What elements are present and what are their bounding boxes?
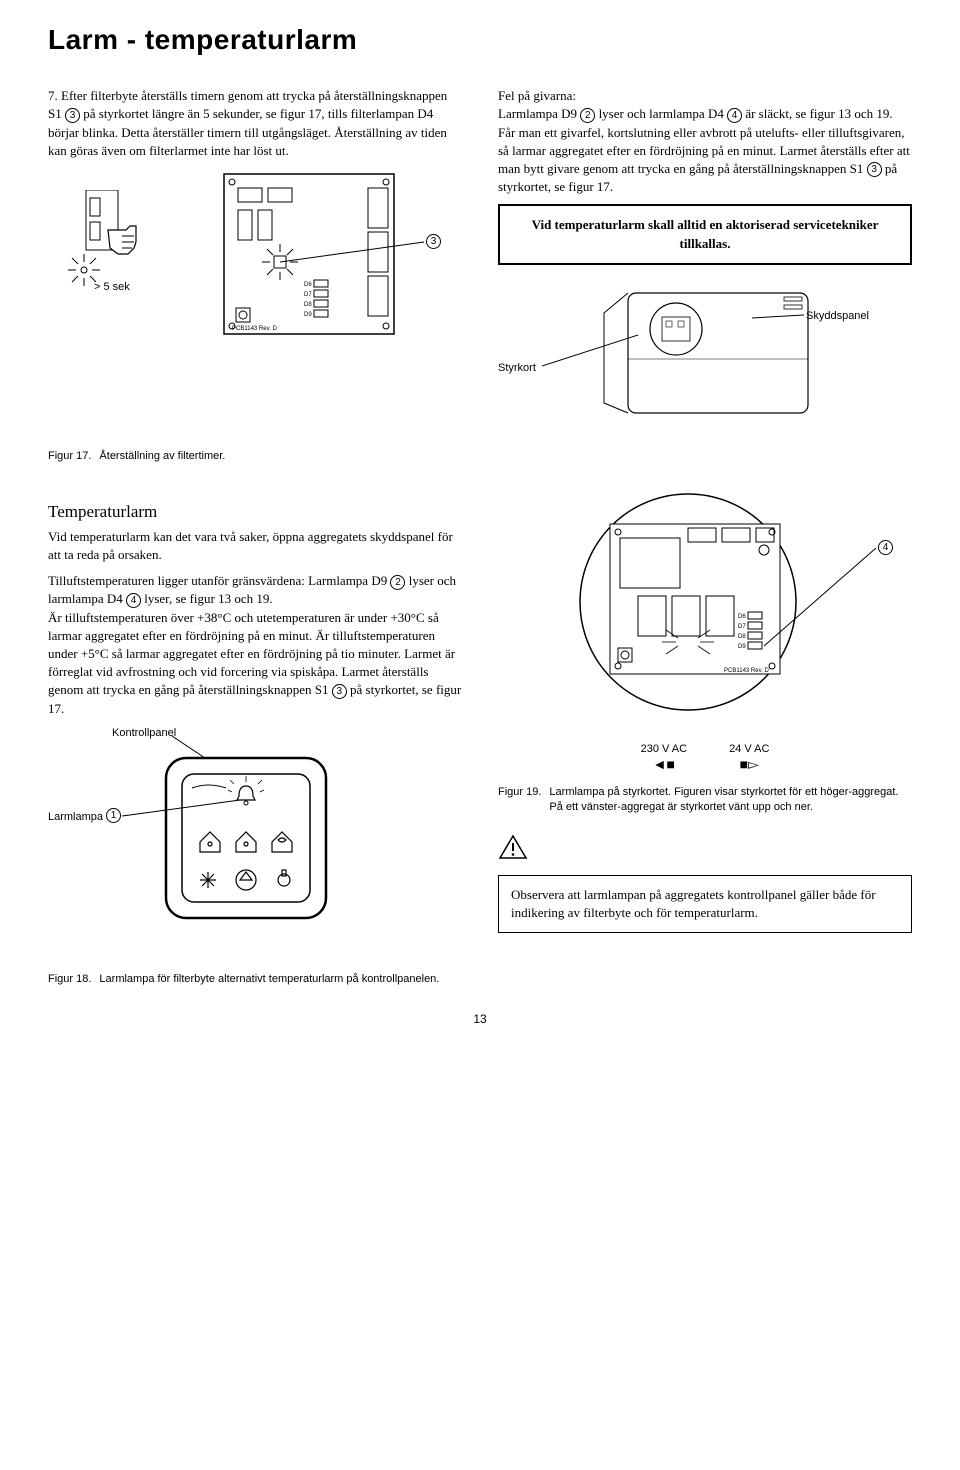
warning-icon [498, 834, 528, 865]
svg-text:PCB1143 Rev. D: PCB1143 Rev. D [232, 326, 277, 332]
ref-4-icon: 4 [126, 593, 141, 608]
svg-text:D8: D8 [304, 302, 312, 308]
svg-text:D9: D9 [738, 644, 746, 650]
ref-2-icon: 2 [390, 575, 405, 590]
ref-3-icon: 3 [867, 162, 882, 177]
ref-4-icon: 4 [727, 108, 742, 123]
paragraph-7: 7. Efter filterbyte återställs timern ge… [48, 87, 462, 160]
svg-text:D6: D6 [738, 614, 746, 620]
figure-19-diagram: D6 D7 D8 D9 PCB1143 Rev. D 4 [498, 492, 912, 732]
svg-text:D7: D7 [304, 292, 312, 298]
svg-text:D7: D7 [738, 624, 746, 630]
temp-p1: Vid temperaturlarm kan det vara två sake… [48, 528, 462, 564]
styrkort-label: Styrkort [498, 361, 536, 376]
service-notice: Vid temperaturlarm skall alltid en aktor… [498, 204, 912, 264]
svg-text:D8: D8 [738, 634, 746, 640]
svg-text:D6: D6 [304, 282, 312, 288]
kontrollpanel-diagram: Kontrollpanel [48, 726, 462, 946]
skyddspanel-label: Skyddspanel [806, 309, 869, 324]
ref-1-callout: 1 [106, 808, 121, 823]
page-number: 13 [48, 1011, 912, 1028]
voltage-labels: 230 V AC◄■ 24 V AC■▻ [498, 742, 912, 775]
paragraph-fel: Fel på givarna: Larmlampa D9 2 lyser och… [498, 87, 912, 196]
kontrollpanel-label: Kontrollpanel [112, 726, 176, 741]
page-title: Larm - temperaturlarm [48, 20, 912, 59]
ref-3-icon: 3 [65, 108, 80, 123]
figure-19-caption: Figur 19. Larmlampa på styrkortet. Figur… [498, 785, 912, 816]
figure-17-caption: Figur 17. Återställning av filtertimer. [48, 449, 912, 464]
ref-3-icon: 3 [332, 684, 347, 699]
ref-2-icon: 2 [580, 108, 595, 123]
svg-text:D9: D9 [304, 312, 312, 318]
figure-18-caption: Figur 18. Larmlampa för filterbyte alter… [48, 972, 468, 987]
ref-4-callout: 4 [878, 540, 893, 555]
temp-heading: Temperaturlarm [48, 500, 462, 524]
warning-box: Observera att larmlampan på aggregatets … [498, 875, 912, 933]
ref-3-callout: 3 [426, 234, 441, 249]
figure-17-diagram: > 5 sek [48, 170, 462, 380]
svg-text:PCB1143 Rev. D: PCB1143 Rev. D [724, 668, 769, 674]
timer-label: > 5 sek [94, 280, 130, 295]
skyddspanel-diagram: Styrkort Skyddspanel [498, 283, 912, 433]
temp-p2: Tilluftstemperaturen ligger utanför grän… [48, 572, 462, 718]
larmlampa-label: Larmlampa [48, 810, 103, 825]
